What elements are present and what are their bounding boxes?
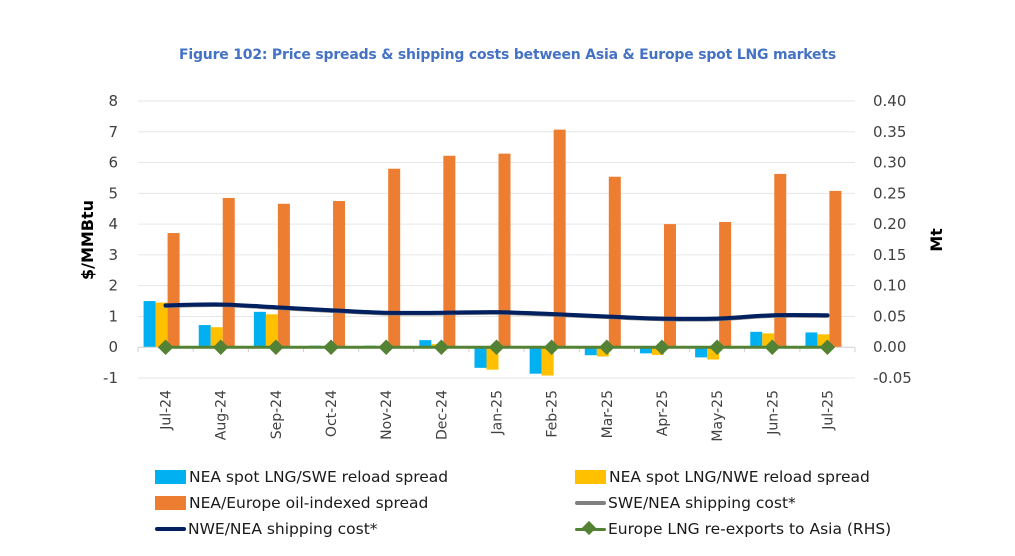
- bar-nea-spot-lng-swe-reload-spread-may-25: [695, 347, 708, 358]
- x-tick-label: Nov-24: [379, 390, 395, 440]
- bar-nea-europe-oil-indexed-spread-oct-24: [333, 201, 346, 348]
- y2-tick-label: 0.35: [873, 123, 906, 141]
- gridlines: [138, 100, 855, 379]
- legend-item-re-exports: Europe LNG re-exports to Asia (RHS): [575, 520, 891, 538]
- legend-swatch: [575, 501, 606, 505]
- y-tick-label: 2: [108, 277, 118, 295]
- y-tick-label: 4: [108, 215, 118, 233]
- bar-nea-spot-lng-nwe-reload-spread-sep-24: [265, 314, 278, 348]
- legend-item-nwe-shipping: NWE/NEA shipping cost*: [155, 520, 378, 538]
- bar-nea-europe-oil-indexed-spread-feb-25: [553, 129, 566, 348]
- legend-label: NEA/Europe oil-indexed spread: [189, 494, 429, 512]
- legend-swatch: [155, 527, 186, 531]
- marker-re-exports-jul-24: [157, 339, 174, 356]
- y-tick-label: 5: [108, 184, 118, 202]
- bar-nea-europe-oil-indexed-spread-jun-25: [774, 173, 787, 348]
- legend-item-nwe-reload: NEA spot LNG/NWE reload spread: [575, 468, 870, 486]
- y-axis-title: $/MMBtu: [78, 200, 97, 280]
- x-tick-label: Jul-25: [820, 390, 836, 431]
- legend-item-swe-reload: NEA spot LNG/SWE reload spread: [155, 468, 448, 486]
- x-tick-label: Feb-25: [545, 390, 561, 438]
- bar-nea-spot-lng-nwe-reload-spread-apr-25: [651, 347, 664, 355]
- bar-nea-europe-oil-indexed-spread-mar-25: [608, 176, 621, 348]
- x-tick-label: May-25: [710, 390, 726, 442]
- x-tick-label: Jul-24: [159, 390, 175, 431]
- bar-nea-europe-oil-indexed-spread-jul-25: [829, 190, 842, 348]
- y2-tick-label: 0.20: [873, 215, 906, 233]
- legend-label: Europe LNG re-exports to Asia (RHS): [608, 520, 892, 538]
- legend-label: NEA spot LNG/SWE reload spread: [189, 468, 449, 486]
- bar-nea-spot-lng-nwe-reload-spread-jul-24: [155, 302, 168, 348]
- y-tick-label: 8: [108, 92, 118, 110]
- legend-label: NWE/NEA shipping cost*: [188, 520, 378, 538]
- x-tick-label: Dec-24: [434, 390, 450, 440]
- x-tick-label: Jun-25: [765, 390, 781, 436]
- legend-label: SWE/NEA shipping cost*: [608, 494, 796, 512]
- y2-axis-title: Mt: [927, 228, 946, 252]
- x-tick-label: Oct-24: [324, 390, 340, 437]
- bar-nea-spot-lng-swe-reload-spread-feb-25: [529, 347, 542, 374]
- bar-nea-spot-lng-nwe-reload-spread-feb-25: [541, 347, 554, 376]
- bar-nea-spot-lng-swe-reload-spread-jul-24: [143, 301, 156, 348]
- bar-nea-europe-oil-indexed-spread-aug-24: [222, 197, 235, 348]
- x-tick-label: Apr-25: [655, 390, 671, 436]
- bar-nea-europe-oil-indexed-spread-jul-24: [167, 233, 180, 348]
- x-tick-label: Sep-24: [269, 390, 285, 439]
- y2-tick-label: 0.25: [873, 184, 906, 202]
- bar-nea-spot-lng-swe-reload-spread-dec-24: [419, 340, 432, 348]
- bar-nea-spot-lng-swe-reload-spread-aug-24: [198, 325, 211, 348]
- y2-tick-label: 0.30: [873, 154, 906, 172]
- bar-nea-europe-oil-indexed-spread-apr-25: [663, 224, 676, 348]
- bar-nea-spot-lng-swe-reload-spread-mar-25: [584, 347, 597, 356]
- bar-nea-spot-lng-swe-reload-spread-jan-25: [474, 347, 487, 368]
- chart-plot: 8 7 6 5 4 3 2 1 0 -1 0.40 0.35 0.30 0.25 0.20 0.15 0.10…: [78, 92, 946, 442]
- diamond-marker-icon: [581, 520, 597, 535]
- legend-swatch: [575, 470, 606, 484]
- y-tick-label: 1: [108, 307, 118, 325]
- y-tick-label: 6: [108, 154, 118, 172]
- y-tick-label: 7: [108, 123, 118, 141]
- bar-nea-europe-oil-indexed-spread-nov-24: [388, 168, 401, 348]
- x-axis-ticks: Jul-24 Aug-24 Sep-24 Oct-24 Nov-24 Dec-24 Jan-…: [159, 390, 837, 442]
- y2-tick-label: 0.40: [873, 92, 906, 110]
- legend-swatch: [155, 496, 186, 510]
- bar-nea-spot-lng-swe-reload-spread-jul-25: [805, 332, 818, 348]
- y-tick-label: -1: [103, 369, 118, 387]
- bar-series: [143, 129, 842, 376]
- x-tick-label: Jan-25: [490, 390, 506, 435]
- legend-item-swe-shipping: SWE/NEA shipping cost*: [575, 494, 796, 512]
- y2-tick-label: 0.10: [873, 277, 906, 295]
- y2-tick-label: 0.05: [873, 307, 906, 325]
- legend-swatch: [155, 470, 186, 484]
- bar-nea-spot-lng-swe-reload-spread-apr-25: [639, 347, 652, 354]
- bar-nea-europe-oil-indexed-spread-may-25: [719, 221, 732, 348]
- line-nwe-nea-shipping-cost-: [163, 302, 830, 321]
- y-axis-right: 0.40 0.35 0.30 0.25 0.20 0.15 0.10 0.05 0.00 -0.0…: [873, 92, 912, 387]
- bar-nea-spot-lng-swe-reload-spread-sep-24: [253, 311, 266, 348]
- y-tick-label: 0: [108, 338, 118, 356]
- line-series: [157, 302, 836, 356]
- legend-swatch: [575, 520, 606, 535]
- bar-nea-europe-oil-indexed-spread-dec-24: [443, 155, 456, 348]
- bar-nea-spot-lng-nwe-reload-spread-mar-25: [596, 347, 609, 357]
- y-tick-label: 3: [108, 246, 118, 264]
- x-tick-label: Mar-25: [600, 390, 616, 438]
- legend-label: NEA spot LNG/NWE reload spread: [609, 468, 870, 486]
- y2-tick-label: -0.05: [873, 369, 912, 387]
- y2-tick-label: 0.00: [873, 338, 906, 356]
- bar-nea-spot-lng-swe-reload-spread-jun-25: [750, 331, 763, 348]
- legend-item-oil-indexed: NEA/Europe oil-indexed spread: [155, 494, 428, 512]
- y-axis-left: 8 7 6 5 4 3 2 1 0 -1: [103, 92, 118, 387]
- chart-title: Figure 102: Price spreads & shipping cos…: [179, 47, 836, 63]
- y2-tick-label: 0.15: [873, 246, 906, 264]
- x-tick-label: Aug-24: [214, 390, 230, 440]
- marker-re-exports-aug-24: [212, 339, 229, 356]
- bar-nea-europe-oil-indexed-spread-jan-25: [498, 153, 511, 348]
- bar-nea-europe-oil-indexed-spread-sep-24: [277, 203, 290, 348]
